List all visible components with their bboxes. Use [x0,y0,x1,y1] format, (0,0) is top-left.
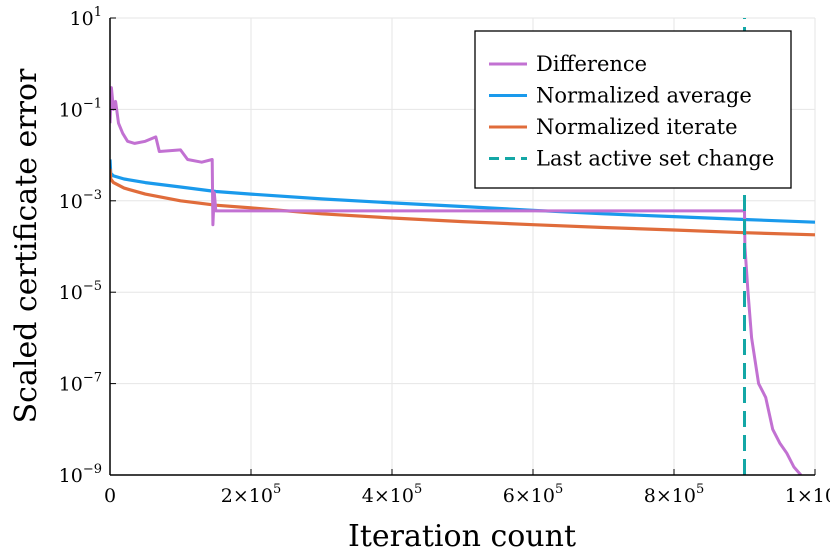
legend-label-normalized-average: Normalized average [536,84,752,108]
y-tick-label-exponent: −3 [83,188,102,203]
y-tick-label: 10−5 [59,279,102,304]
x-axis-title: Iteration count [348,519,576,554]
y-tick-label: 10−1 [59,96,102,121]
y-tick-label: 10−9 [59,462,102,487]
legend-label-last-active-set-change: Last active set change [536,147,774,171]
series-layer [110,18,815,475]
y-axis-title: Scaled certificate error [9,68,44,423]
y-tick-label-base: 10 [59,282,83,304]
y-tick-label-base: 10 [59,191,83,213]
axes-frame [109,18,815,476]
x-tick-label-base: 4×10 [362,485,414,507]
legend-label-difference: Difference [536,52,647,76]
x-tick-label-exponent: 5 [273,482,281,497]
legend-label-normalized-iterate: Normalized iterate [536,115,738,139]
x-tick-label: 1×106 [785,482,830,507]
y-tick-label: 10−7 [59,371,102,396]
series-line-difference [110,86,803,475]
x-tick-label: 4×105 [362,482,422,507]
x-tick-label-exponent: 5 [414,482,422,497]
legend-box [474,30,792,189]
x-tick-label: 6×105 [503,482,563,507]
x-tick-label-base: 1×10 [785,485,830,507]
y-tick-label-base: 10 [70,8,94,30]
y-tick-label-exponent: 1 [94,5,102,20]
x-tick-label-base: 0 [104,485,116,507]
x-tick-label: 2×105 [221,482,281,507]
y-tick-label-exponent: −7 [83,371,102,386]
y-tick-label-base: 10 [59,99,83,121]
y-tick-label-exponent: −1 [83,96,102,111]
y-tick-label-exponent: −9 [83,462,102,477]
x-tick-label-base: 2×10 [221,485,273,507]
y-tick-label: 101 [70,5,102,30]
y-tick-label: 10−3 [59,188,102,213]
x-tick-label-exponent: 5 [555,482,563,497]
y-tick-label-base: 10 [59,374,83,396]
x-tick-label: 8×105 [644,482,704,507]
x-tick-label: 0 [104,485,116,507]
y-tick-label-exponent: −5 [83,279,102,294]
x-tick-label-base: 8×10 [644,485,696,507]
x-tick-label-base: 6×10 [503,485,555,507]
legend: Difference Normalized average Normalized i… [474,30,792,189]
x-tick-label-exponent: 5 [696,482,704,497]
series-line-normalized-average [110,159,815,224]
y-tick-label-base: 10 [59,465,83,487]
